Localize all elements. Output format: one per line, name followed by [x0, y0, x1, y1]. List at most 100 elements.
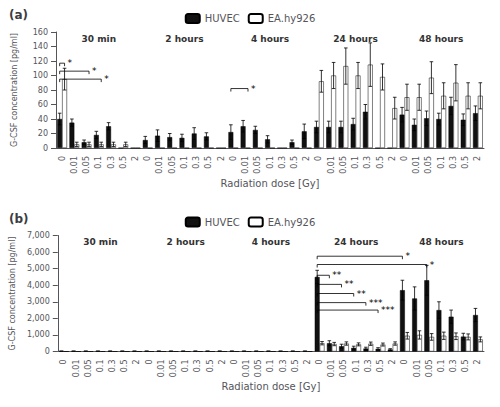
svg-text:0.01: 0.01 — [412, 156, 421, 174]
svg-text:3,000: 3,000 — [27, 297, 50, 306]
svg-text:EA.hy926: EA.hy926 — [268, 217, 316, 228]
svg-text:160: 160 — [33, 28, 48, 37]
svg-text:0.1: 0.1 — [181, 360, 190, 373]
svg-text:0.1: 0.1 — [96, 360, 105, 373]
svg-text:2: 2 — [388, 360, 397, 365]
svg-text:0: 0 — [58, 156, 67, 161]
svg-text:0.3: 0.3 — [278, 156, 287, 169]
svg-text:0.01: 0.01 — [327, 156, 336, 174]
svg-text:*: * — [68, 58, 73, 68]
svg-text:0.5: 0.5 — [120, 360, 129, 373]
svg-text:2: 2 — [303, 360, 312, 365]
svg-text:(b): (b) — [9, 212, 29, 226]
svg-text:4 hours: 4 hours — [252, 237, 290, 247]
svg-text:0: 0 — [229, 156, 238, 161]
svg-text:0.3: 0.3 — [193, 360, 202, 373]
svg-text:0.5: 0.5 — [204, 156, 213, 169]
svg-text:0.3: 0.3 — [449, 360, 458, 373]
svg-text:0.5: 0.5 — [461, 156, 470, 169]
svg-text:100: 100 — [33, 71, 48, 80]
svg-text:HUVEC: HUVEC — [205, 217, 240, 228]
svg-text:2: 2 — [473, 360, 482, 365]
svg-text:0.05: 0.05 — [339, 156, 348, 174]
svg-text:0.3: 0.3 — [279, 360, 288, 373]
svg-text:0.5: 0.5 — [461, 360, 470, 373]
svg-text:0.05: 0.05 — [82, 156, 91, 174]
svg-text:0: 0 — [315, 360, 324, 365]
svg-text:0.1: 0.1 — [266, 360, 275, 373]
svg-text:0: 0 — [45, 347, 50, 356]
svg-text:0.5: 0.5 — [206, 360, 215, 373]
svg-text:0.3: 0.3 — [107, 156, 116, 169]
svg-text:Radiation dose [Gy]: Radiation dose [Gy] — [221, 381, 320, 392]
svg-text:0.5: 0.5 — [376, 360, 385, 373]
svg-text:0: 0 — [400, 360, 409, 365]
svg-text:80: 80 — [38, 86, 48, 95]
svg-text:2: 2 — [132, 360, 141, 365]
svg-text:24 hours: 24 hours — [333, 34, 377, 44]
svg-text:0.1: 0.1 — [94, 156, 103, 169]
svg-text:0.01: 0.01 — [241, 156, 250, 174]
svg-text:0.5: 0.5 — [119, 156, 128, 169]
svg-text:140: 140 — [33, 42, 48, 51]
svg-text:30 min: 30 min — [83, 237, 118, 247]
svg-text:***: *** — [381, 305, 395, 315]
svg-text:40: 40 — [38, 115, 48, 124]
svg-text:0.5: 0.5 — [290, 156, 299, 169]
svg-text:30 min: 30 min — [82, 34, 117, 44]
svg-text:0.1: 0.1 — [266, 156, 275, 169]
svg-text:Radiation dose [Gy]: Radiation dose [Gy] — [221, 178, 320, 189]
svg-text:2: 2 — [217, 156, 226, 161]
svg-text:*: * — [405, 251, 410, 261]
svg-text:0: 0 — [143, 156, 152, 161]
svg-text:0.05: 0.05 — [169, 360, 178, 378]
svg-text:48 hours: 48 hours — [419, 237, 463, 247]
svg-text:20: 20 — [38, 129, 48, 138]
svg-text:0.05: 0.05 — [424, 156, 433, 174]
svg-text:2 hours: 2 hours — [165, 34, 203, 44]
svg-text:2 hours: 2 hours — [167, 237, 205, 247]
svg-text:**: ** — [345, 279, 355, 289]
svg-text:0.1: 0.1 — [180, 156, 189, 169]
svg-text:*: * — [104, 74, 109, 84]
svg-text:2: 2 — [388, 156, 397, 161]
svg-text:0.1: 0.1 — [351, 156, 360, 169]
svg-text:0.01: 0.01 — [242, 360, 251, 378]
svg-text:60: 60 — [38, 100, 48, 109]
svg-text:0: 0 — [314, 156, 323, 161]
svg-text:0: 0 — [230, 360, 239, 365]
svg-text:2: 2 — [302, 156, 311, 161]
svg-text:0.1: 0.1 — [352, 360, 361, 373]
svg-text:0.05: 0.05 — [84, 360, 93, 378]
svg-text:0.3: 0.3 — [364, 360, 373, 373]
svg-text:0: 0 — [400, 156, 409, 161]
svg-text:7,000: 7,000 — [27, 231, 50, 240]
svg-text:4 hours: 4 hours — [251, 34, 289, 44]
svg-text:0.05: 0.05 — [339, 360, 348, 378]
svg-text:0.1: 0.1 — [437, 360, 446, 373]
svg-text:2: 2 — [131, 156, 140, 161]
svg-text:0: 0 — [43, 144, 48, 153]
svg-text:HUVEC: HUVEC — [205, 13, 240, 24]
svg-text:4,000: 4,000 — [27, 281, 50, 290]
svg-text:0.05: 0.05 — [168, 156, 177, 174]
svg-text:0.01: 0.01 — [155, 156, 164, 174]
svg-text:0: 0 — [145, 360, 154, 365]
svg-text:2,000: 2,000 — [27, 314, 50, 323]
svg-text:48 hours: 48 hours — [419, 34, 463, 44]
svg-text:**: ** — [332, 270, 342, 280]
svg-text:120: 120 — [33, 57, 48, 66]
svg-text:*: * — [430, 260, 435, 270]
svg-text:24 hours: 24 hours — [334, 237, 378, 247]
svg-text:0.01: 0.01 — [413, 360, 422, 378]
svg-text:0: 0 — [59, 360, 68, 365]
svg-text:*: * — [251, 84, 256, 94]
svg-text:0.05: 0.05 — [254, 360, 263, 378]
svg-text:0.1: 0.1 — [437, 156, 446, 169]
svg-text:0.05: 0.05 — [425, 360, 434, 378]
svg-text:**: ** — [357, 289, 367, 299]
svg-text:5,000: 5,000 — [27, 264, 50, 273]
svg-text:0.01: 0.01 — [327, 360, 336, 378]
svg-text:0.5: 0.5 — [291, 360, 300, 373]
svg-text:EA.hy926: EA.hy926 — [268, 13, 316, 24]
